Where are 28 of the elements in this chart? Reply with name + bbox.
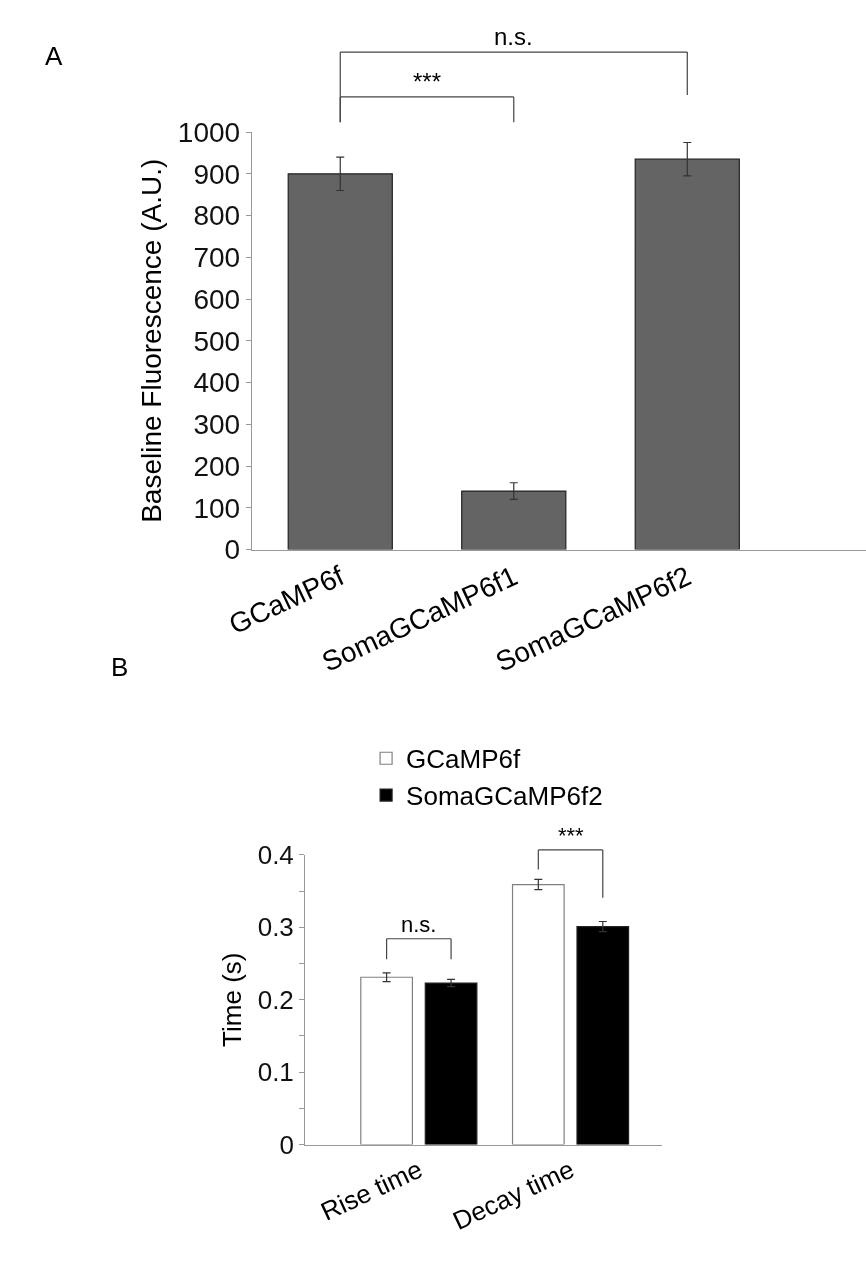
y-tick-label: 0 [224, 534, 241, 566]
text: B [111, 652, 129, 682]
y-tick-label: 0 [279, 1129, 294, 1160]
text: *** [413, 68, 442, 95]
y-tick-label: 500 [193, 325, 241, 357]
y-tick-label: 0.1 [257, 1057, 294, 1088]
y-tick-label: 200 [193, 450, 241, 482]
y-tick-label: 300 [193, 409, 241, 441]
y-tick-label: 800 [193, 200, 241, 232]
text: n.s. [494, 23, 533, 50]
y-axis-title: Baseline Fluorescence (A.U.) [135, 158, 167, 523]
y-tick-label: 400 [193, 367, 241, 399]
text: *** [558, 823, 585, 848]
y-axis-title: Time (s) [217, 952, 248, 1047]
legend-label: SomaGCaMP6f2 [406, 781, 603, 812]
x-tick-label: Rise time [315, 1153, 427, 1227]
y-tick-label: 0.3 [257, 912, 294, 943]
y-tick-label: 700 [193, 242, 241, 274]
y-tick-label: 0.4 [257, 839, 294, 870]
y-tick-label: 0.2 [257, 984, 294, 1015]
annotation: n.s. [401, 912, 437, 937]
text: A [45, 41, 63, 71]
y-tick-label: 600 [193, 283, 241, 315]
y-tick-label: 100 [193, 492, 241, 524]
x-tick-label: Decay time [448, 1153, 579, 1236]
y-tick-label: 1000 [177, 116, 241, 148]
legend-label: GCaMP6f [406, 744, 522, 775]
y-tick-label: 900 [193, 158, 241, 190]
